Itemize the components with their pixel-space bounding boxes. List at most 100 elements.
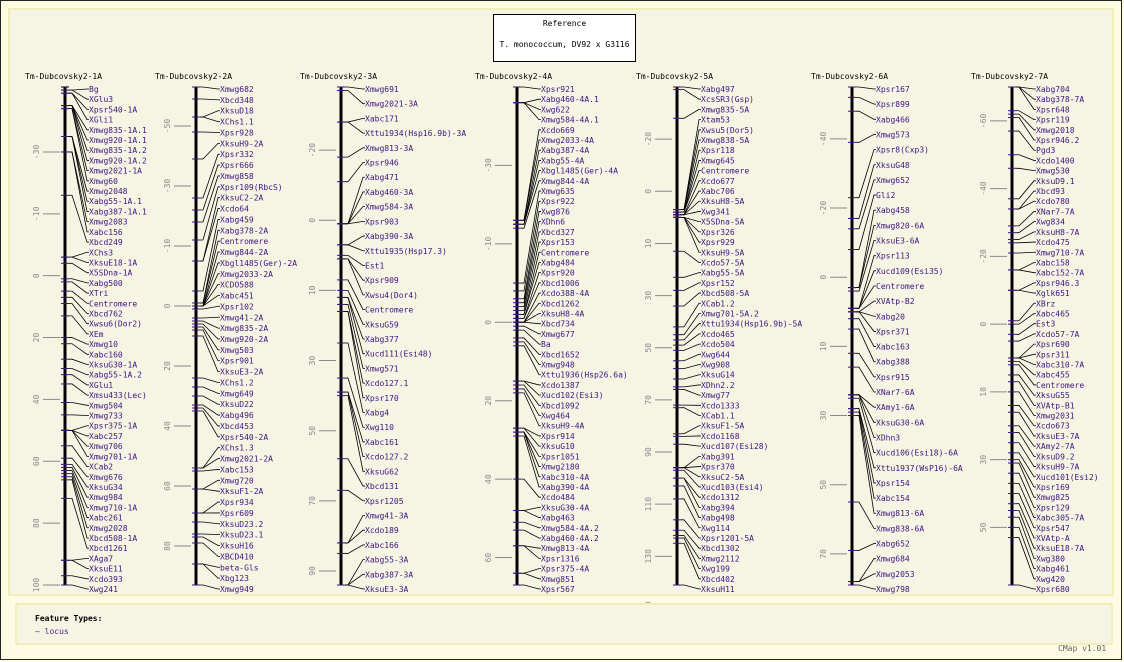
locus-label[interactable]: Xbcd1262 [541,299,580,308]
locus-label[interactable]: Xpsr375-4A [541,565,589,574]
locus-label[interactable]: XksuH8-5A [701,197,745,206]
locus-label[interactable]: XChs3 [89,248,113,257]
locus-label[interactable]: Xmwg77 [701,391,730,400]
locus-label[interactable]: X5SDna-1A [89,269,133,278]
locus-label[interactable]: XksuE11 [89,565,123,574]
locus-label[interactable]: Xmwg835-1A.1 [89,126,147,135]
locus-label[interactable]: Xpsr680 [1036,585,1070,594]
locus-label[interactable]: Xcdo57-7A [1036,330,1080,339]
locus-label[interactable]: Centromere [220,237,268,246]
locus-label[interactable]: Xpsr326 [701,228,735,237]
locus-label[interactable]: Xmwg2018 [1036,126,1075,135]
locus-label[interactable]: Xwg110 [365,423,394,432]
locus-label[interactable]: Xpsr921 [541,85,575,94]
locus-label[interactable]: Xpsr899 [876,100,910,109]
locus-label[interactable]: Xabg4 [365,409,389,418]
locus-label[interactable]: Xabg652 [876,540,910,549]
locus-label[interactable]: Xmwg813-4A [541,544,589,553]
locus-label[interactable]: Xmwg835-5A [701,105,749,114]
locus-label[interactable]: XChs1.3 [220,444,254,453]
locus-label[interactable]: Xmwg948 [541,361,575,370]
locus-label[interactable]: Xpsr152 [701,279,735,288]
locus-label[interactable]: Xabc257 [89,432,123,441]
locus-label[interactable]: Xmwg2031 [1036,412,1075,421]
locus-label[interactable]: XBCD410 [220,552,254,561]
locus-label[interactable]: Xcdo1168 [701,432,740,441]
locus-label[interactable]: Xpsr928 [220,128,254,137]
locus-label[interactable]: Xabc706 [701,187,735,196]
locus-label[interactable]: Xcdo1400 [1036,156,1075,165]
locus-label[interactable]: Xbcd1261 [89,544,128,553]
locus-label[interactable]: Xcdo388-4A [541,289,589,298]
locus-label[interactable]: Xabc152-7A [1036,269,1084,278]
locus-label[interactable]: Xcdo189 [365,526,399,535]
locus-label[interactable]: Xabc160 [89,350,123,359]
locus-label[interactable]: XGlu1 [89,381,113,390]
locus-label[interactable]: XksuD23.1 [220,531,264,540]
locus-label[interactable]: Xpsr113 [876,252,910,261]
locus-label[interactable]: Xmwg920-2A [220,335,268,344]
locus-label[interactable]: Xcdo1387 [541,381,580,390]
locus-label[interactable]: Xpsr311 [1036,350,1070,359]
map-title[interactable]: Tm-Dubcovsky2-4A [475,72,552,81]
locus-label[interactable]: Xabg458 [876,206,910,215]
locus-label[interactable]: Xcdo1312 [701,493,740,502]
locus-label[interactable]: Xttu1934(Hsp16.9b)-5A [701,320,802,329]
map-title[interactable]: Tm-Dubcovsky2-7A [971,72,1048,81]
locus-label[interactable]: Xpsr169 [1036,483,1070,492]
locus-label[interactable]: XChs1.1 [220,118,254,127]
locus-label[interactable]: Xpsr609 [220,509,254,518]
locus-label[interactable]: Centromere [701,167,749,176]
locus-label[interactable]: Xucd109(Esi35) [876,267,943,276]
locus-label[interactable]: Xpsr118 [701,146,735,155]
locus-label[interactable]: XksuC2-5A [701,473,745,482]
locus-label[interactable]: XksuD18 [220,107,254,116]
locus-label[interactable]: Xpsr332 [220,150,254,159]
locus-label[interactable]: Xabg55-3A [365,556,409,565]
locus-label[interactable]: Xmwg733 [89,412,123,421]
locus-label[interactable]: Xbcd327 [541,228,575,237]
locus-label[interactable]: Xucd111(Esi48) [365,350,432,359]
locus-label[interactable]: Xabc310-4A [541,473,589,482]
locus-label[interactable]: Xmwg710-7A [1036,248,1084,257]
locus-label[interactable]: Xmwg920-1A.1 [89,136,147,145]
locus-label[interactable]: XGli1 [89,116,113,125]
locus-label[interactable]: Xmwg649 [220,389,254,398]
locus-label[interactable]: XksuG55 [1036,391,1070,400]
locus-label[interactable]: XksuG48 [876,161,910,170]
locus-label[interactable]: Xwsu4(Dor4) [365,291,418,300]
locus-label[interactable]: Xbcd508-1A [89,534,137,543]
locus-label[interactable]: Xmwg825 [1036,493,1070,502]
locus-label[interactable]: Xmwg584-3A [365,203,413,212]
locus-label[interactable]: Xabg394 [701,503,735,512]
locus-label[interactable]: Xpsr567 [541,585,575,594]
locus-label[interactable]: Xmwg682 [220,85,254,94]
locus-label[interactable]: Xabg460-4A.2 [541,534,599,543]
locus-label[interactable]: Xwg241 [89,585,118,594]
locus-label[interactable]: Xucd102(Esi3) [541,391,604,400]
locus-label[interactable]: Xbcd348 [220,96,254,105]
locus-label[interactable]: Xmwg2028 [89,524,128,533]
locus-label[interactable]: Xmwg835-2A [220,324,268,333]
locus-label[interactable]: Xabc161 [365,438,399,447]
locus-label[interactable]: Xabg466 [876,115,910,124]
locus-label[interactable]: Xabg463 [541,514,575,523]
locus-label[interactable]: XksuD22 [220,400,254,409]
locus-label[interactable]: Xmwg920-1A.2 [89,156,147,165]
locus-label[interactable]: Xpsr666 [220,161,254,170]
locus-label[interactable]: XcsSR3(Gsp) [701,95,754,104]
locus-label[interactable]: Xmwg2053 [876,570,915,579]
locus-label[interactable]: Xpsr8(Cxp3) [876,146,929,155]
locus-label[interactable]: XksuD9.1 [1036,177,1075,186]
locus-label[interactable]: Xttu1934(Hsp16.9b)-3A [365,129,466,138]
map-title[interactable]: Tm-Dubcovsky2-1A [25,72,102,81]
locus-label[interactable]: Xpsr547 [1036,524,1070,533]
locus-label[interactable]: XksuG59 [365,320,399,329]
locus-label[interactable]: Xabg498 [701,514,735,523]
locus-label[interactable]: Xpsr946.3 [1036,279,1080,288]
locus-label[interactable]: Xabg55-1A.2 [89,371,142,380]
locus-label[interactable]: Xmwg503 [220,346,254,355]
locus-label[interactable]: Xabg387-4A [541,146,589,155]
locus-label[interactable]: XDhn3 [876,433,900,442]
locus-label[interactable]: Xcdo64 [220,205,249,214]
